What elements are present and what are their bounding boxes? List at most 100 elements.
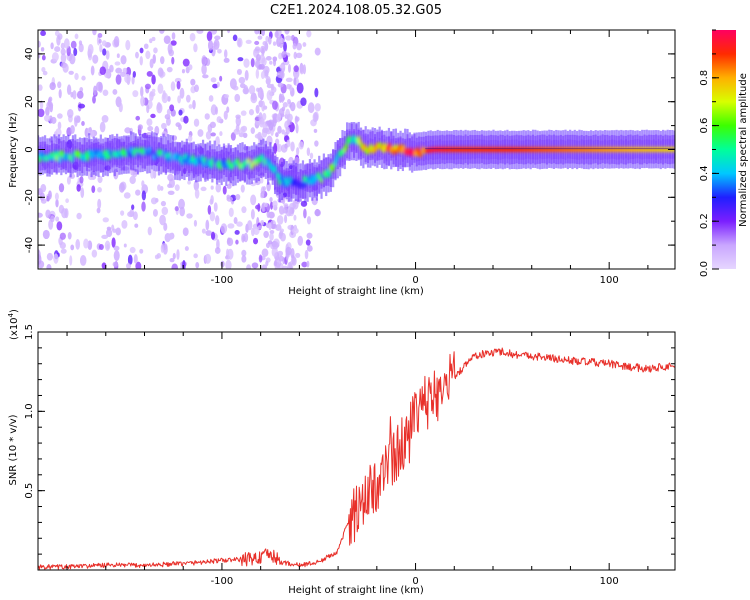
- spectrogram-noise-cell: [79, 255, 87, 266]
- y-tick-label: 1.5: [24, 324, 35, 340]
- x-tick-label: 100: [600, 576, 619, 587]
- spectrogram-noise-cell: [266, 90, 273, 101]
- spectrogram-noise-cell: [132, 211, 138, 221]
- spectrogram-noise-cell: [236, 68, 242, 75]
- spectrogram-noise-cell: [273, 260, 277, 267]
- spectrogram-noise-cell: [42, 70, 48, 76]
- spectrogram-noise-cell: [143, 43, 149, 50]
- spectrogram-noise-cell: [277, 125, 282, 134]
- spectrogram-noise-cell: [306, 232, 313, 239]
- spectrogram-noise-cell: [314, 87, 319, 98]
- spectrogram-noise-cell: [66, 84, 72, 96]
- spectrogram-noise-cell: [158, 30, 165, 34]
- spectrogram-noise-cell: [114, 61, 121, 66]
- spectrogram-noise-cell: [268, 222, 272, 230]
- spectrogram-noise-cell: [178, 198, 185, 210]
- spectrogram-noise-cell: [167, 173, 175, 182]
- spectrogram-noise-cell: [172, 252, 176, 260]
- spectrogram-noise-cell: [151, 74, 156, 85]
- spectrogram-noise-cell: [193, 84, 199, 93]
- spectrogram-noise-cell: [247, 220, 253, 231]
- spectrogram-noise-cell: [66, 176, 71, 185]
- spectrogram-noise-cell: [245, 39, 252, 45]
- spectrogram-noise-cell: [79, 176, 84, 184]
- spectrogram-noise-cell: [281, 50, 287, 58]
- spectrogram-noise-cell: [102, 48, 107, 56]
- spectrogram-noise-cell: [45, 209, 51, 219]
- spectrogram-noise-cell: [303, 208, 307, 219]
- spectrogram-noise-cell: [256, 87, 260, 92]
- spectrogram-heat-layer: [38, 30, 675, 269]
- spectrogram-noise-cell: [72, 90, 77, 100]
- spectrogram-noise-cell: [193, 180, 200, 191]
- spectrogram-band-cell: [43, 135, 47, 174]
- spectrogram-noise-cell: [127, 254, 133, 266]
- spectrogram-noise-cell: [146, 118, 153, 126]
- spectrogram-noise-cell: [263, 230, 269, 238]
- spectrogram-noise-cell: [39, 100, 44, 109]
- spectrogram-noise-cell: [38, 212, 43, 218]
- spectrogram-noise-cell: [226, 106, 230, 113]
- spectrogram-ridge-cell: [301, 181, 305, 189]
- spectrogram-noise-cell: [210, 30, 217, 35]
- spectrogram-noise-cell: [174, 206, 179, 212]
- spectrogram-noise-cell: [291, 256, 297, 266]
- spectrogram-noise-cell: [159, 56, 165, 65]
- spectrogram-noise-cell: [254, 40, 260, 46]
- spectrogram-band-cell: [371, 127, 374, 166]
- x-tick-label: 0: [412, 275, 418, 286]
- spectrogram-noise-cell: [38, 108, 45, 118]
- spectrogram-noise-cell: [150, 113, 156, 119]
- spectrogram-noise-cell: [188, 104, 193, 109]
- spectrogram-noise-cell: [219, 131, 223, 137]
- spectrogram-noise-cell: [216, 81, 220, 88]
- spectrogram-ridge-cell: [200, 155, 204, 163]
- spectrogram-noise-cell: [154, 254, 160, 260]
- spectrogram-noise-cell: [178, 109, 183, 116]
- spectrogram-noise-cell: [215, 136, 220, 147]
- x-tick-label: -100: [211, 576, 234, 587]
- spectrogram-noise-cell: [141, 190, 146, 201]
- spectrogram-noise-cell: [283, 203, 289, 208]
- spectrogram-noise-cell: [280, 93, 285, 103]
- spectrogram-noise-cell: [186, 213, 193, 219]
- snr-y-multiplier-base: (x10: [9, 317, 20, 340]
- spectrogram-noise-cell: [149, 58, 154, 69]
- colorbar-tick-label: 0.8: [699, 70, 710, 86]
- spectrogram-noise-cell: [262, 186, 266, 192]
- spectrogram-noise-cell: [223, 57, 230, 63]
- spectrogram-noise-cell: [151, 36, 156, 42]
- spectrogram-noise-cell: [287, 64, 291, 73]
- y-tick-label: 1.0: [24, 403, 35, 419]
- spectrogram-noise-cell: [234, 230, 240, 235]
- spectrogram-noise-cell: [314, 47, 321, 56]
- spectrogram-noise-cell: [115, 67, 123, 74]
- spectrogram-noise-cell: [161, 92, 169, 104]
- spectrogram-noise-cell: [48, 96, 53, 103]
- spectrogram-noise-cell: [40, 47, 45, 52]
- spectrogram-noise-cell: [280, 232, 286, 242]
- spectrogram-noise-cell: [171, 263, 178, 269]
- spectrogram-noise-cell: [46, 101, 54, 110]
- spectrogram-noise-cell: [63, 38, 70, 49]
- spectrogram-noise-cell: [200, 186, 207, 192]
- colorbar: 0.0 0.2 0.4 0.6 0.8 Normalized spectral ampl…: [699, 29, 749, 277]
- spectrogram-noise-cell: [227, 248, 234, 260]
- spectrogram-noise-cell: [213, 42, 218, 47]
- spectrogram-noise-cell: [135, 189, 141, 196]
- spectrogram-noise-cell: [105, 50, 110, 60]
- spectrogram-noise-cell: [73, 47, 78, 57]
- spectrogram-noise-cell: [99, 121, 106, 133]
- spectrogram-noise-cell: [43, 114, 51, 122]
- spectrogram-noise-cell: [216, 238, 220, 250]
- spectrogram-noise-cell: [141, 180, 145, 188]
- spectrogram-noise-cell: [125, 263, 132, 269]
- spectrogram-noise-cell: [150, 169, 155, 179]
- spectrogram-noise-cell: [101, 115, 109, 123]
- spectrogram-noise-cell: [167, 43, 173, 55]
- spectrogram-noise-cell: [309, 152, 314, 160]
- spectrogram-noise-cell: [101, 40, 107, 47]
- spectrogram-band-cell: [269, 142, 272, 181]
- spectrogram-noise-cell: [127, 211, 135, 218]
- colorbar-tick-label: 0.4: [699, 165, 710, 181]
